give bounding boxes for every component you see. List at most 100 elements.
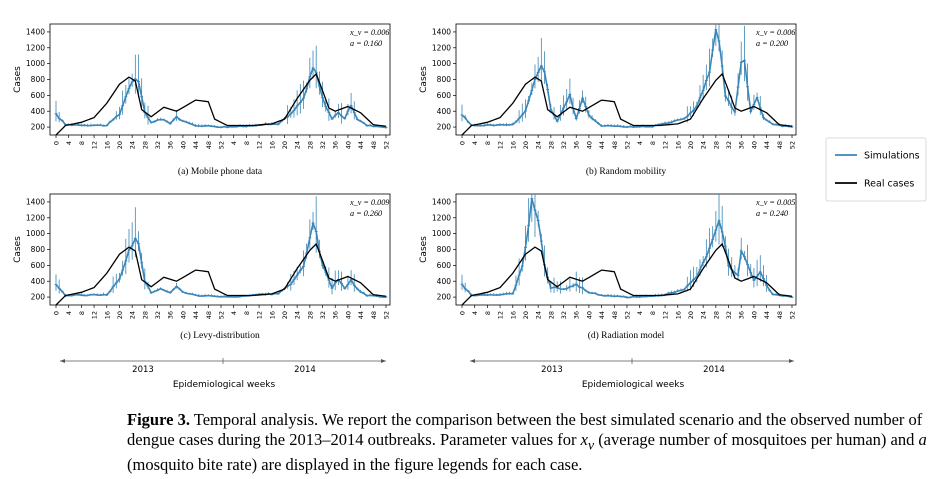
y-axis-label: Cases xyxy=(419,236,429,263)
caption-text-3: (mosquito bite rate) are displayed in th… xyxy=(127,455,583,475)
x-tick-label: 32 xyxy=(725,141,733,149)
x-tick-label: 12 xyxy=(91,141,99,149)
panel-title: (d) Radiation model xyxy=(588,330,665,341)
x-tick-label: 0 xyxy=(53,141,61,145)
x-tick-label: 16 xyxy=(268,311,276,319)
timeline-left-arrow-end xyxy=(381,359,386,363)
x-tick-label: 28 xyxy=(306,141,314,149)
y-tick-label: 1000 xyxy=(26,229,45,238)
param-xv: x_v = 0.006 xyxy=(349,28,390,37)
x-tick-label: 40 xyxy=(585,141,593,149)
param-a: a = 0.260 xyxy=(350,209,382,218)
y-tick-label: 1200 xyxy=(432,43,451,52)
x-tick-label: 36 xyxy=(738,141,746,149)
plot-frame xyxy=(49,23,391,136)
real-cases-line xyxy=(55,72,387,136)
x-tick-label: 16 xyxy=(674,311,682,319)
x-tick-label: 24 xyxy=(294,311,302,319)
timeline-right: 2013 2014 Epidemiological weeks xyxy=(470,358,794,390)
x-tick-label: 12 xyxy=(497,311,505,319)
real-cases-line xyxy=(55,242,387,306)
x-tick-label: 36 xyxy=(738,311,746,319)
x-tick-label: 24 xyxy=(129,141,137,149)
x-tick-label: 4 xyxy=(636,311,644,315)
y-tick-label: 200 xyxy=(437,293,452,302)
x-tick-label: 4 xyxy=(65,141,73,145)
x-tick-label: 48 xyxy=(205,141,213,149)
x-tick-label: 16 xyxy=(674,141,682,149)
x-tick-label: 4 xyxy=(230,141,238,145)
x-tick-label: 12 xyxy=(256,311,264,319)
caption-symbol-x-sub: v xyxy=(587,437,595,453)
simulations-line xyxy=(461,198,793,299)
x-tick-label: 16 xyxy=(103,311,111,319)
timeline-right-arrow-end xyxy=(789,359,794,363)
x-tick-label: 20 xyxy=(687,311,695,319)
x-tick-label: 12 xyxy=(662,311,670,319)
y-tick-label: 800 xyxy=(437,245,452,254)
x-tick-label: 52 xyxy=(383,141,391,149)
x-tick-label: 40 xyxy=(585,311,593,319)
x-tick-label: 48 xyxy=(370,311,378,319)
x-tick-label: 0 xyxy=(53,311,61,315)
x-tick-label: 44 xyxy=(598,141,606,149)
legend: Simulations Real cases xyxy=(825,137,927,202)
x-tick-label: 32 xyxy=(560,141,568,149)
timeline-left-year-2013: 2013 xyxy=(132,365,154,375)
x-tick-label: 24 xyxy=(700,141,708,149)
simulations-line xyxy=(461,29,793,128)
x-tick-label: 20 xyxy=(281,311,289,319)
y-tick-label: 1400 xyxy=(432,28,451,37)
panel-title: (c) Levy-distribution xyxy=(180,330,260,341)
x-tick-label: 44 xyxy=(357,141,365,149)
x-tick-label: 36 xyxy=(573,141,581,149)
x-tick-label: 24 xyxy=(535,141,543,149)
param-xv: x_v = 0.006 xyxy=(755,28,796,37)
param-a: a = 0.240 xyxy=(756,209,788,218)
x-tick-label: 36 xyxy=(167,311,175,319)
y-tick-label: 1400 xyxy=(26,28,45,37)
y-tick-label: 1200 xyxy=(26,43,45,52)
x-tick-label: 16 xyxy=(103,141,111,149)
x-tick-label: 12 xyxy=(256,141,264,149)
x-tick-label: 28 xyxy=(712,141,720,149)
timeline-left: 2013 2014 Epidemiological weeks xyxy=(60,358,386,390)
x-tick-label: 28 xyxy=(712,311,720,319)
x-tick-label: 52 xyxy=(624,141,632,149)
x-tick-label: 52 xyxy=(789,141,797,149)
x-tick-label: 28 xyxy=(306,311,314,319)
y-tick-label: 1000 xyxy=(26,59,45,68)
x-tick-label: 24 xyxy=(535,311,543,319)
x-tick-label: 48 xyxy=(776,311,784,319)
y-tick-label: 400 xyxy=(31,107,46,116)
x-tick-label: 4 xyxy=(471,311,479,315)
x-tick-label: 52 xyxy=(624,311,632,319)
x-tick-label: 36 xyxy=(332,141,340,149)
x-tick-label: 16 xyxy=(509,311,517,319)
x-tick-label: 12 xyxy=(497,141,505,149)
y-tick-label: 400 xyxy=(31,277,46,286)
x-tick-label: 28 xyxy=(141,311,149,319)
simulations-line xyxy=(55,220,387,298)
x-tick-label: 32 xyxy=(154,311,162,319)
x-tick-label: 32 xyxy=(725,311,733,319)
legend-frame xyxy=(825,137,927,202)
x-tick-label: 20 xyxy=(281,141,289,149)
x-tick-label: 8 xyxy=(649,141,657,145)
x-tick-label: 40 xyxy=(344,311,352,319)
x-tick-label: 0 xyxy=(459,311,467,315)
x-tick-label: 4 xyxy=(471,141,479,145)
x-tick-label: 44 xyxy=(763,311,771,319)
x-tick-label: 24 xyxy=(129,311,137,319)
real-cases-line xyxy=(461,242,793,306)
x-tick-label: 12 xyxy=(91,311,99,319)
x-tick-label: 20 xyxy=(116,311,124,319)
x-tick-label: 48 xyxy=(205,311,213,319)
real-cases-line xyxy=(461,72,793,136)
plot-frame xyxy=(455,23,797,136)
x-tick-label: 4 xyxy=(65,311,73,315)
x-tick-label: 8 xyxy=(78,311,86,315)
